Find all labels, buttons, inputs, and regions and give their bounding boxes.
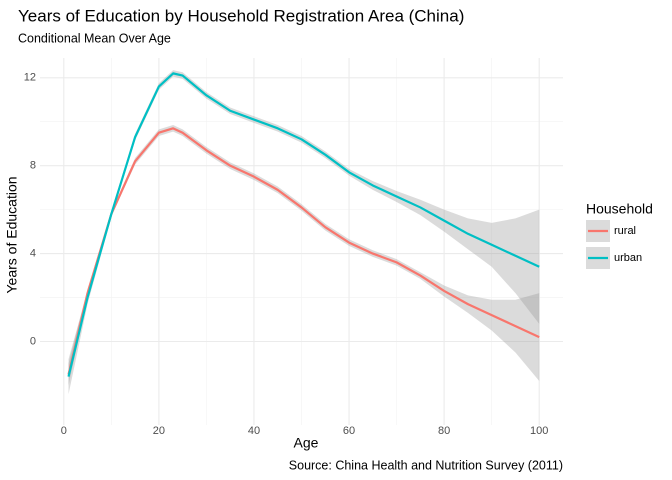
legend-label: rural [614,225,636,237]
y-tick-label: 4 [30,247,36,259]
x-tick-label: 20 [153,425,165,437]
chart-subtitle: Conditional Mean Over Age [18,31,171,45]
x-axis-title: Age [294,435,319,451]
legend-title: Household [586,201,653,217]
caption: Source: China Health and Nutrition Surve… [289,458,563,472]
confidence-band [68,70,540,395]
x-tick-label: 80 [438,425,450,437]
y-axis-title: Years of Education [4,176,20,293]
line [67,127,540,375]
x-tick-label: 100 [530,425,548,437]
legend-label: urban [614,252,642,264]
x-tick-label: 60 [343,425,355,437]
chart-title: Years of Education by Household Registra… [18,6,464,25]
x-tick-label: 40 [248,425,260,437]
y-tick-label: 8 [30,160,36,172]
y-tick-label: 0 [30,335,36,347]
y-tick-label: 12 [24,72,36,84]
x-tick-label: 0 [61,425,67,437]
line [67,72,540,377]
confidence-band [68,125,540,386]
